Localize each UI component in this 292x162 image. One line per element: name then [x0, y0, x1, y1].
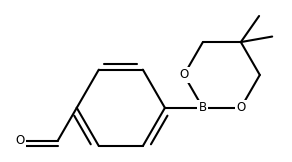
Text: B: B [199, 101, 207, 114]
Text: O: O [15, 134, 25, 147]
Text: O: O [236, 101, 246, 114]
Text: O: O [179, 69, 189, 81]
